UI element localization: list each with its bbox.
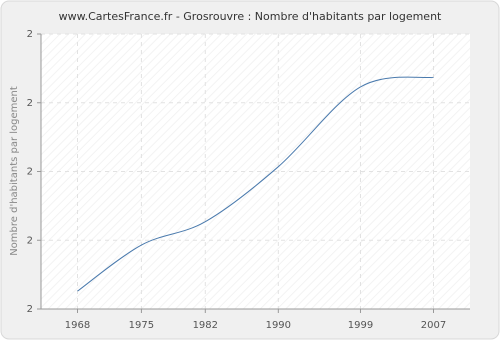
x-tick-label: 1982 xyxy=(193,320,218,331)
x-tick-label: 1968 xyxy=(65,320,90,331)
x-tick-label: 2007 xyxy=(421,320,446,331)
x-tick-label: 1990 xyxy=(266,320,291,331)
data-line xyxy=(77,76,434,292)
chart-title: www.CartesFrance.fr - Grosrouvre : Nombr… xyxy=(59,10,442,23)
plot-area xyxy=(41,34,470,309)
y-tick-label: 2 xyxy=(27,167,33,178)
y-tick-label: 2 xyxy=(27,29,33,40)
y-tick-label: 2 xyxy=(27,304,33,315)
x-tick-label: 1975 xyxy=(129,320,154,331)
y-tick-label: 2 xyxy=(27,235,33,246)
y-axis-label: Nombre d'habitants par logement xyxy=(9,86,20,256)
y-tick-label: 2 xyxy=(27,98,33,109)
x-tick-label: 1999 xyxy=(348,320,373,331)
